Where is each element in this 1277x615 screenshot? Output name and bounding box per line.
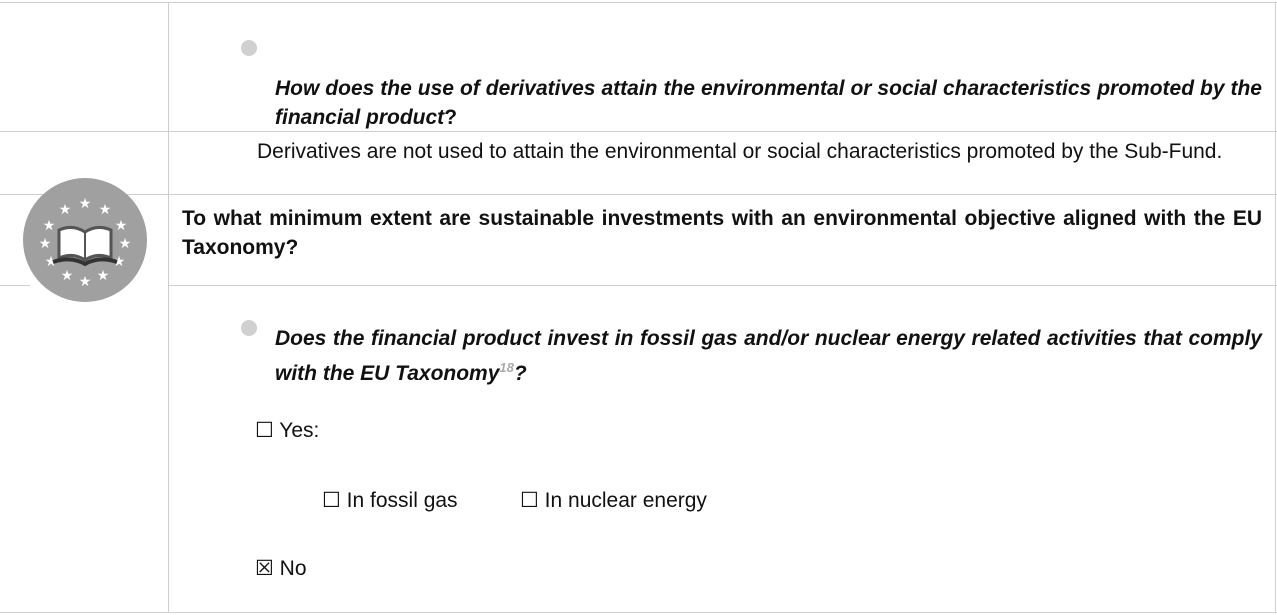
svg-text:★: ★: [113, 254, 126, 270]
option: ☐ In fossil gas: [322, 489, 458, 512]
option: ☒ No: [255, 557, 307, 580]
bullet: [241, 40, 257, 56]
question-mark: ?: [444, 106, 458, 129]
rule: [1275, 2, 1276, 613]
svg-text:★: ★: [119, 236, 132, 252]
rule: [0, 612, 1277, 613]
rule: [0, 194, 1277, 195]
rule: [0, 285, 30, 286]
heading: To what minimum extent are sustainable i…: [182, 207, 1262, 259]
question: How does the use of derivatives attain t…: [275, 77, 1262, 129]
rule: [0, 2, 1277, 3]
svg-text:★: ★: [61, 268, 74, 284]
rule: [0, 131, 1277, 132]
footnote: 18: [499, 360, 514, 375]
question: Does the financial product invest in fos…: [275, 327, 1262, 385]
option: ☐ In nuclear energy: [520, 489, 707, 512]
svg-text:★: ★: [39, 236, 52, 252]
svg-text:★: ★: [79, 196, 92, 212]
option: ☐ Yes:: [255, 419, 320, 442]
svg-text:★: ★: [79, 274, 92, 290]
svg-text:★: ★: [99, 202, 112, 218]
answer: Derivatives are not used to attain the e…: [257, 140, 1223, 163]
svg-text:★: ★: [59, 202, 72, 218]
svg-text:★: ★: [97, 268, 110, 284]
svg-text:★: ★: [115, 218, 128, 234]
rule: [168, 2, 169, 613]
taxonomy-icon: ★★ ★ ★ ★★ ★ ★ ★★ ★★: [23, 178, 147, 302]
svg-text:★: ★: [45, 254, 58, 270]
bullet: [241, 320, 257, 336]
svg-text:★: ★: [43, 218, 56, 234]
rule: [168, 285, 1277, 286]
